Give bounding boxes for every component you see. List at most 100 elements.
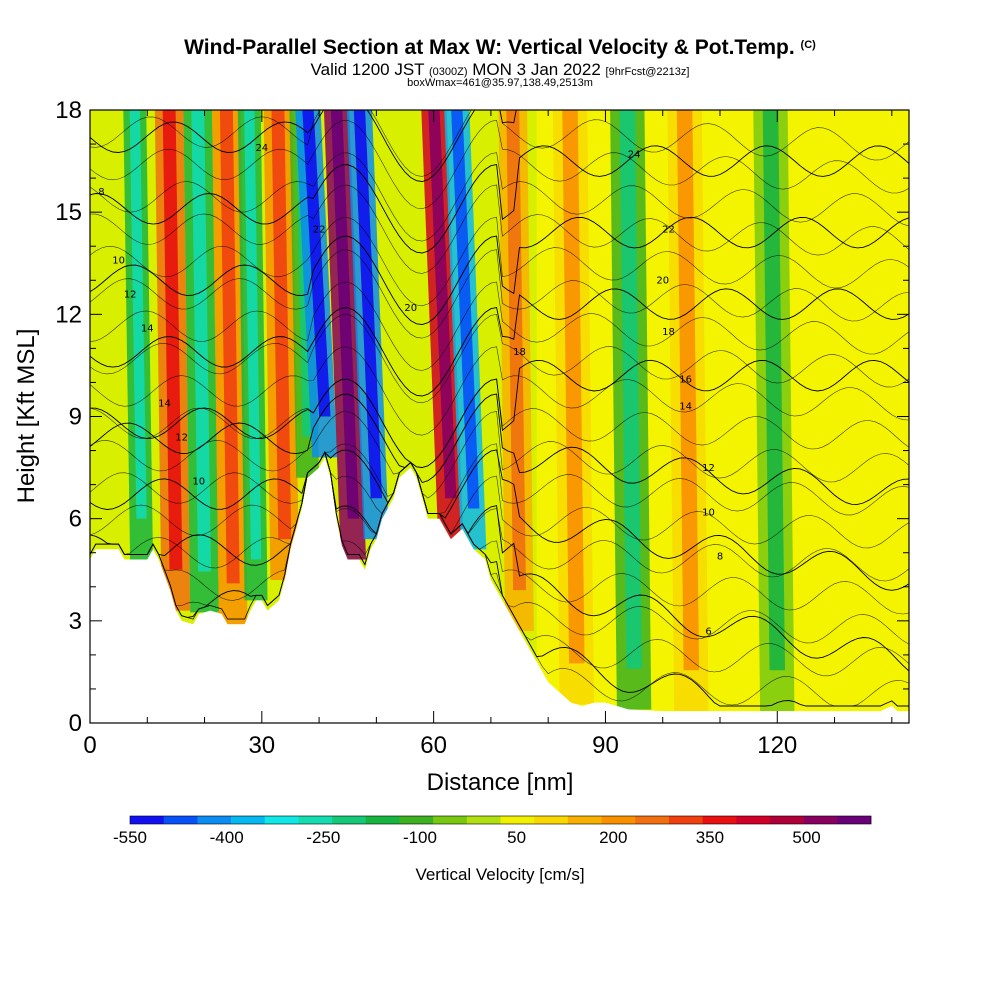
colorbar-swatch	[803, 816, 838, 824]
theta-contour-24	[419, 110, 424, 111]
colorbar-tick-label: 500	[792, 828, 820, 847]
theta-contour-minor	[90, 451, 909, 549]
colorbar-tick-label: 350	[696, 828, 724, 847]
chart-title: Wind-Parallel Section at Max W: Vertical…	[184, 36, 816, 59]
w-band-core	[330, 110, 360, 519]
contour-label: 18	[662, 327, 675, 338]
contour-label: 10	[112, 255, 125, 266]
contour-label: 12	[702, 463, 715, 474]
colorbar-tick-label: -400	[210, 828, 244, 847]
contour-label: 14	[679, 402, 692, 413]
x-axis-label: Distance [nm]	[427, 769, 574, 796]
w-band-core	[676, 110, 700, 671]
theta-contour-minor	[90, 281, 909, 371]
chart-subtitle: Valid 1200 JST (0300Z) MON 3 Jan 2022 [9…	[310, 60, 690, 79]
colorbar-swatch	[567, 816, 602, 824]
y-tick-label: 0	[69, 710, 82, 737]
y-tick-label: 3	[69, 608, 82, 635]
theta-contour-minor	[90, 451, 909, 582]
colorbar-swatch	[264, 816, 299, 824]
theta-contour-minor	[90, 313, 909, 404]
w-band-core	[506, 110, 526, 591]
theta-contour-18	[90, 216, 909, 325]
w-band-core	[191, 110, 211, 572]
colorbar-swatch	[635, 816, 670, 824]
x-tick-label: 0	[83, 732, 96, 759]
w-band-core	[271, 110, 292, 540]
x-tick-label: 90	[592, 732, 619, 759]
colorbar-swatch	[399, 816, 434, 824]
theta-contour-12	[90, 393, 909, 505]
y-tick-label: 18	[55, 97, 82, 124]
colorbar-swatch	[231, 816, 266, 824]
contour-label: 22	[313, 225, 326, 236]
w-band-core	[162, 110, 183, 570]
contour-label: 12	[124, 289, 137, 300]
colorbar-swatch	[500, 816, 535, 824]
colorbar-swatch	[837, 816, 872, 824]
contour-label: 18	[513, 347, 526, 358]
theta-contour-minor	[90, 443, 909, 516]
theta-contour-minor	[90, 346, 909, 436]
y-axis-label: Height [Kft MSL]	[13, 329, 40, 504]
y-tick-label: 6	[69, 506, 82, 533]
contour-label: 22	[662, 225, 675, 236]
colorbar-swatch	[332, 816, 367, 824]
w-band-core	[562, 110, 585, 664]
theta-contour-minor	[90, 249, 909, 339]
contour-label: 10	[702, 507, 715, 518]
x-tick-label: 60	[420, 732, 447, 759]
colorbar-tick-label: 50	[507, 828, 526, 847]
colorbar-swatch	[668, 816, 703, 824]
colorbar-swatch	[298, 816, 333, 824]
contour-label: 24	[628, 150, 641, 161]
theta-contours: 8 10 12 14 24 22 20 18 24 22 20 18 16 14 12 10 8 6 14 12 10	[90, 110, 909, 707]
theta-contour-minor	[90, 110, 909, 177]
colorbar-swatch	[433, 816, 468, 824]
theta-contour-16	[90, 288, 909, 397]
contour-label: 8	[717, 552, 723, 563]
theta-contour-minor	[90, 451, 909, 645]
colorbar-tick-label: -250	[306, 828, 340, 847]
colorbar-tick-label: 200	[599, 828, 627, 847]
w-band-core	[353, 110, 383, 499]
colorbar: -550 -400 -250 -100 50 200 350 500	[113, 815, 872, 847]
colorbar-swatch	[769, 816, 804, 824]
colorbar-tick-label: -100	[403, 828, 437, 847]
contour-label: 14	[158, 398, 171, 409]
y-tick-label: 15	[55, 199, 82, 226]
colorbar-swatch	[702, 816, 737, 824]
contour-label: 14	[141, 323, 154, 334]
terrain	[90, 457, 909, 723]
terrain-mask	[90, 457, 909, 723]
w-band-core	[302, 110, 331, 417]
theta-contour-minor	[90, 216, 909, 307]
contour-label: 16	[679, 374, 692, 385]
colorbar-label: Vertical Velocity [cm/s]	[415, 865, 584, 884]
contour-label: 12	[175, 432, 188, 443]
axes: 0 3 6 9 12 15 18 0 30 60 90 120	[55, 97, 909, 759]
colorbar-swatch	[601, 816, 636, 824]
theta-contour-10	[90, 449, 909, 591]
theta-contour-minor	[90, 184, 909, 274]
colorbar-swatch	[197, 816, 232, 824]
w-band-core	[129, 110, 147, 519]
y-tick-label: 12	[55, 301, 82, 328]
contour-label: 24	[255, 143, 268, 154]
w-band-core	[762, 110, 786, 671]
theta-contour-minor	[90, 378, 909, 468]
x-tick-label: 30	[248, 732, 275, 759]
theta-contour-minor	[90, 119, 909, 210]
colorbar-frame	[129, 815, 872, 825]
theta-contour-22	[90, 110, 517, 182]
contour-label: 10	[192, 477, 205, 488]
colorbar-swatch	[163, 816, 198, 824]
contour-label: 20	[656, 276, 669, 287]
colorbar-swatch	[365, 816, 400, 824]
colorbar-swatch	[736, 816, 771, 824]
colorbar-swatch	[130, 816, 164, 824]
contour-label: 8	[98, 187, 104, 198]
theta-contour-8	[90, 451, 909, 672]
w-band-core	[428, 110, 457, 499]
